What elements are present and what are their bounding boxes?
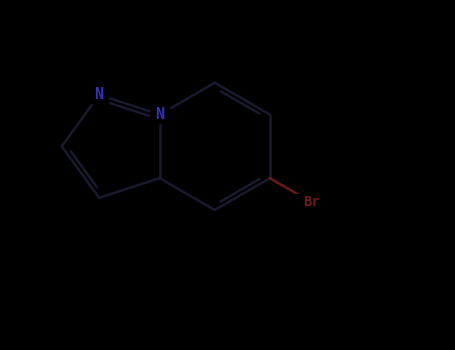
Bar — [90, 87, 108, 103]
Text: N: N — [155, 107, 164, 122]
Bar — [295, 194, 327, 210]
Bar — [151, 107, 168, 122]
Text: Br: Br — [303, 195, 319, 209]
Text: N: N — [95, 88, 104, 103]
